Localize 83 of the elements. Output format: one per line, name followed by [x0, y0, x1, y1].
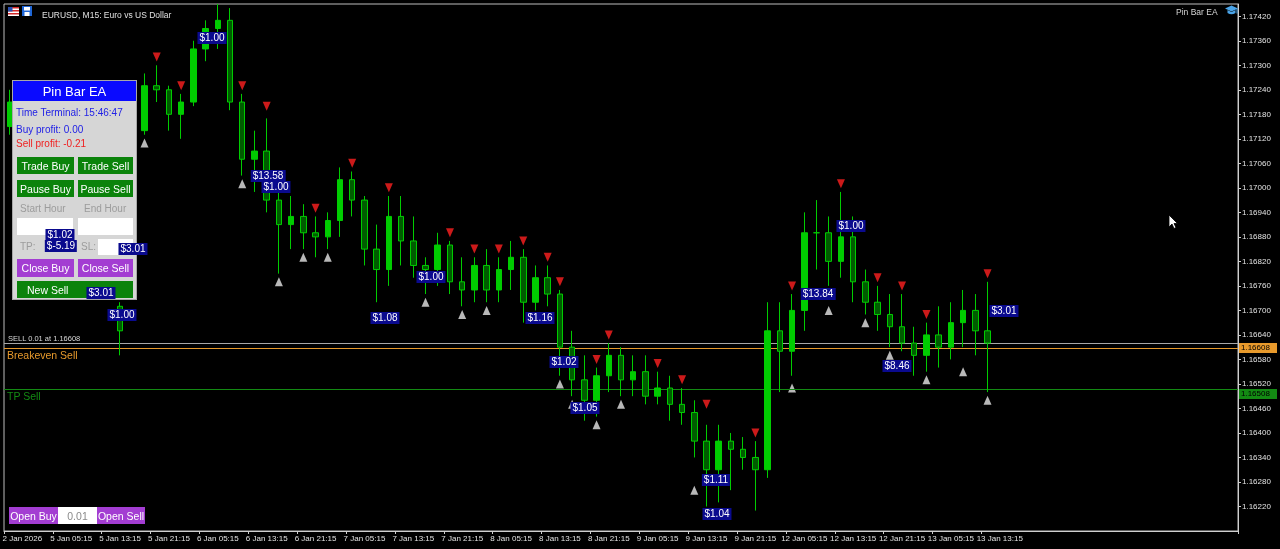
y-tick-label: 1.16220 — [1242, 501, 1272, 511]
x-tick-label: 13 Jan 13:15 — [976, 533, 1024, 543]
annotation: $8.46 — [882, 360, 912, 372]
annotation: Buy profit: 0.00 — [16, 123, 84, 137]
annotation: $1.11 — [701, 474, 731, 486]
x-tick-label: 9 Jan 05:15 — [636, 533, 680, 543]
button: Close Sell — [78, 259, 133, 277]
button: Pause Buy — [17, 180, 74, 197]
y-tick-label: 1.17000 — [1242, 183, 1272, 193]
y-tick-label: 1.17420 — [1242, 11, 1272, 21]
annotation: SL: — [81, 240, 97, 254]
y-tick-label: 1.16640 — [1242, 330, 1272, 340]
x-tick-label: 2 Jan 2026 — [2, 533, 43, 543]
y-tick-label: 1.16760 — [1242, 281, 1272, 291]
x-tick-label: 8 Jan 21:15 — [587, 533, 631, 543]
y-tick-label: 1.16580 — [1242, 354, 1272, 364]
y-tick-label: 1.16520 — [1242, 379, 1272, 389]
annotation: $3.01 — [118, 243, 148, 255]
annotation: $1.00 — [197, 32, 227, 44]
annotation: End Hour — [84, 202, 127, 216]
y-tick-label: 1.17360 — [1242, 36, 1272, 46]
annotation: $1.08 — [370, 312, 400, 324]
x-tick-label: 12 Jan 21:15 — [878, 533, 926, 543]
y-tick-label: 1.17120 — [1242, 134, 1272, 144]
annotation: $13.58 — [250, 170, 286, 182]
y-tick-label: 1.17300 — [1242, 60, 1272, 70]
y-tick-label: 1.16460 — [1242, 403, 1272, 413]
x-tick-label: 9 Jan 21:15 — [734, 533, 777, 543]
annotation: $1.16 — [525, 312, 555, 324]
annotation: $-5.19 — [44, 240, 78, 252]
annotation: TP: — [20, 240, 36, 254]
annotation: $3.01 — [989, 305, 1019, 317]
annotation: $1.05 — [570, 402, 600, 414]
annotation: $1.00 — [107, 309, 137, 321]
x-tick-label: 5 Jan 05:15 — [50, 533, 93, 543]
y-tick-label: 1.16820 — [1242, 256, 1272, 266]
y-tick-label: 1.16340 — [1242, 452, 1272, 462]
annotation: Pin Bar EA — [1176, 6, 1218, 18]
x-tick-label: 7 Jan 13:15 — [392, 533, 435, 543]
x-tick-label: 12 Jan 13:15 — [830, 533, 877, 543]
annotation: $1.00 — [261, 181, 291, 193]
x-tick-label: 6 Jan 13:15 — [245, 533, 289, 543]
input-field: 0.01 — [58, 507, 97, 524]
annotation: $1.00 — [416, 271, 446, 283]
x-tick-label: 8 Jan 13:15 — [539, 533, 582, 543]
x-tick-label: 5 Jan 21:15 — [148, 533, 191, 543]
y-tick-label: 1.16280 — [1242, 477, 1272, 487]
button: Close Buy — [17, 259, 74, 277]
x-tick-label: 9 Jan 13:15 — [685, 533, 728, 543]
annotation: Time Terminal: 15:46:47 — [16, 106, 123, 120]
annotation: $1.02 — [549, 356, 579, 368]
button: Pause Sell — [78, 180, 133, 197]
annotation: $1.00 — [836, 220, 866, 232]
button: Open Buy — [9, 507, 58, 524]
annotation: Start Hour — [20, 202, 66, 216]
x-tick-label: 6 Jan 05:15 — [196, 533, 240, 543]
annotation: $3.01 — [86, 287, 116, 299]
ref-line-label: TP Sell — [7, 390, 41, 403]
ref-line-label: Breakeven Sell — [7, 349, 78, 362]
x-tick-label: 5 Jan 13:15 — [99, 533, 142, 543]
x-tick-label: 8 Jan 05:15 — [490, 533, 533, 543]
button: Open Sell — [97, 507, 145, 524]
x-tick-label: 12 Jan 05:15 — [781, 533, 828, 543]
text: 1.16508 — [1239, 388, 1277, 399]
y-tick-label: 1.16880 — [1242, 232, 1272, 242]
annotation: Sell profit: -0.21 — [16, 137, 87, 151]
y-tick-label: 1.17180 — [1242, 109, 1272, 119]
y-tick-label: 1.17060 — [1242, 158, 1272, 168]
x-tick-label: 6 Jan 21:15 — [294, 533, 338, 543]
button: Trade Buy — [17, 157, 74, 174]
y-tick-label: 1.16940 — [1242, 207, 1272, 217]
annotation: $13.84 — [800, 288, 836, 300]
y-tick-label: 1.17240 — [1242, 85, 1272, 95]
y-tick-label: 1.16700 — [1242, 305, 1272, 315]
button: Trade Sell — [78, 157, 133, 174]
x-tick-label: 7 Jan 05:15 — [343, 533, 386, 543]
y-tick-label: 1.16400 — [1242, 428, 1272, 438]
annotation: $1.04 — [702, 508, 732, 520]
text: EURUSD, M15: Euro vs US Dollar — [42, 9, 172, 20]
annotation: $1.02 — [45, 229, 75, 241]
x-tick-label: 7 Jan 21:15 — [441, 533, 484, 543]
x-tick-label: 13 Jan 05:15 — [927, 533, 975, 543]
text: 1.16608 — [1239, 342, 1277, 353]
